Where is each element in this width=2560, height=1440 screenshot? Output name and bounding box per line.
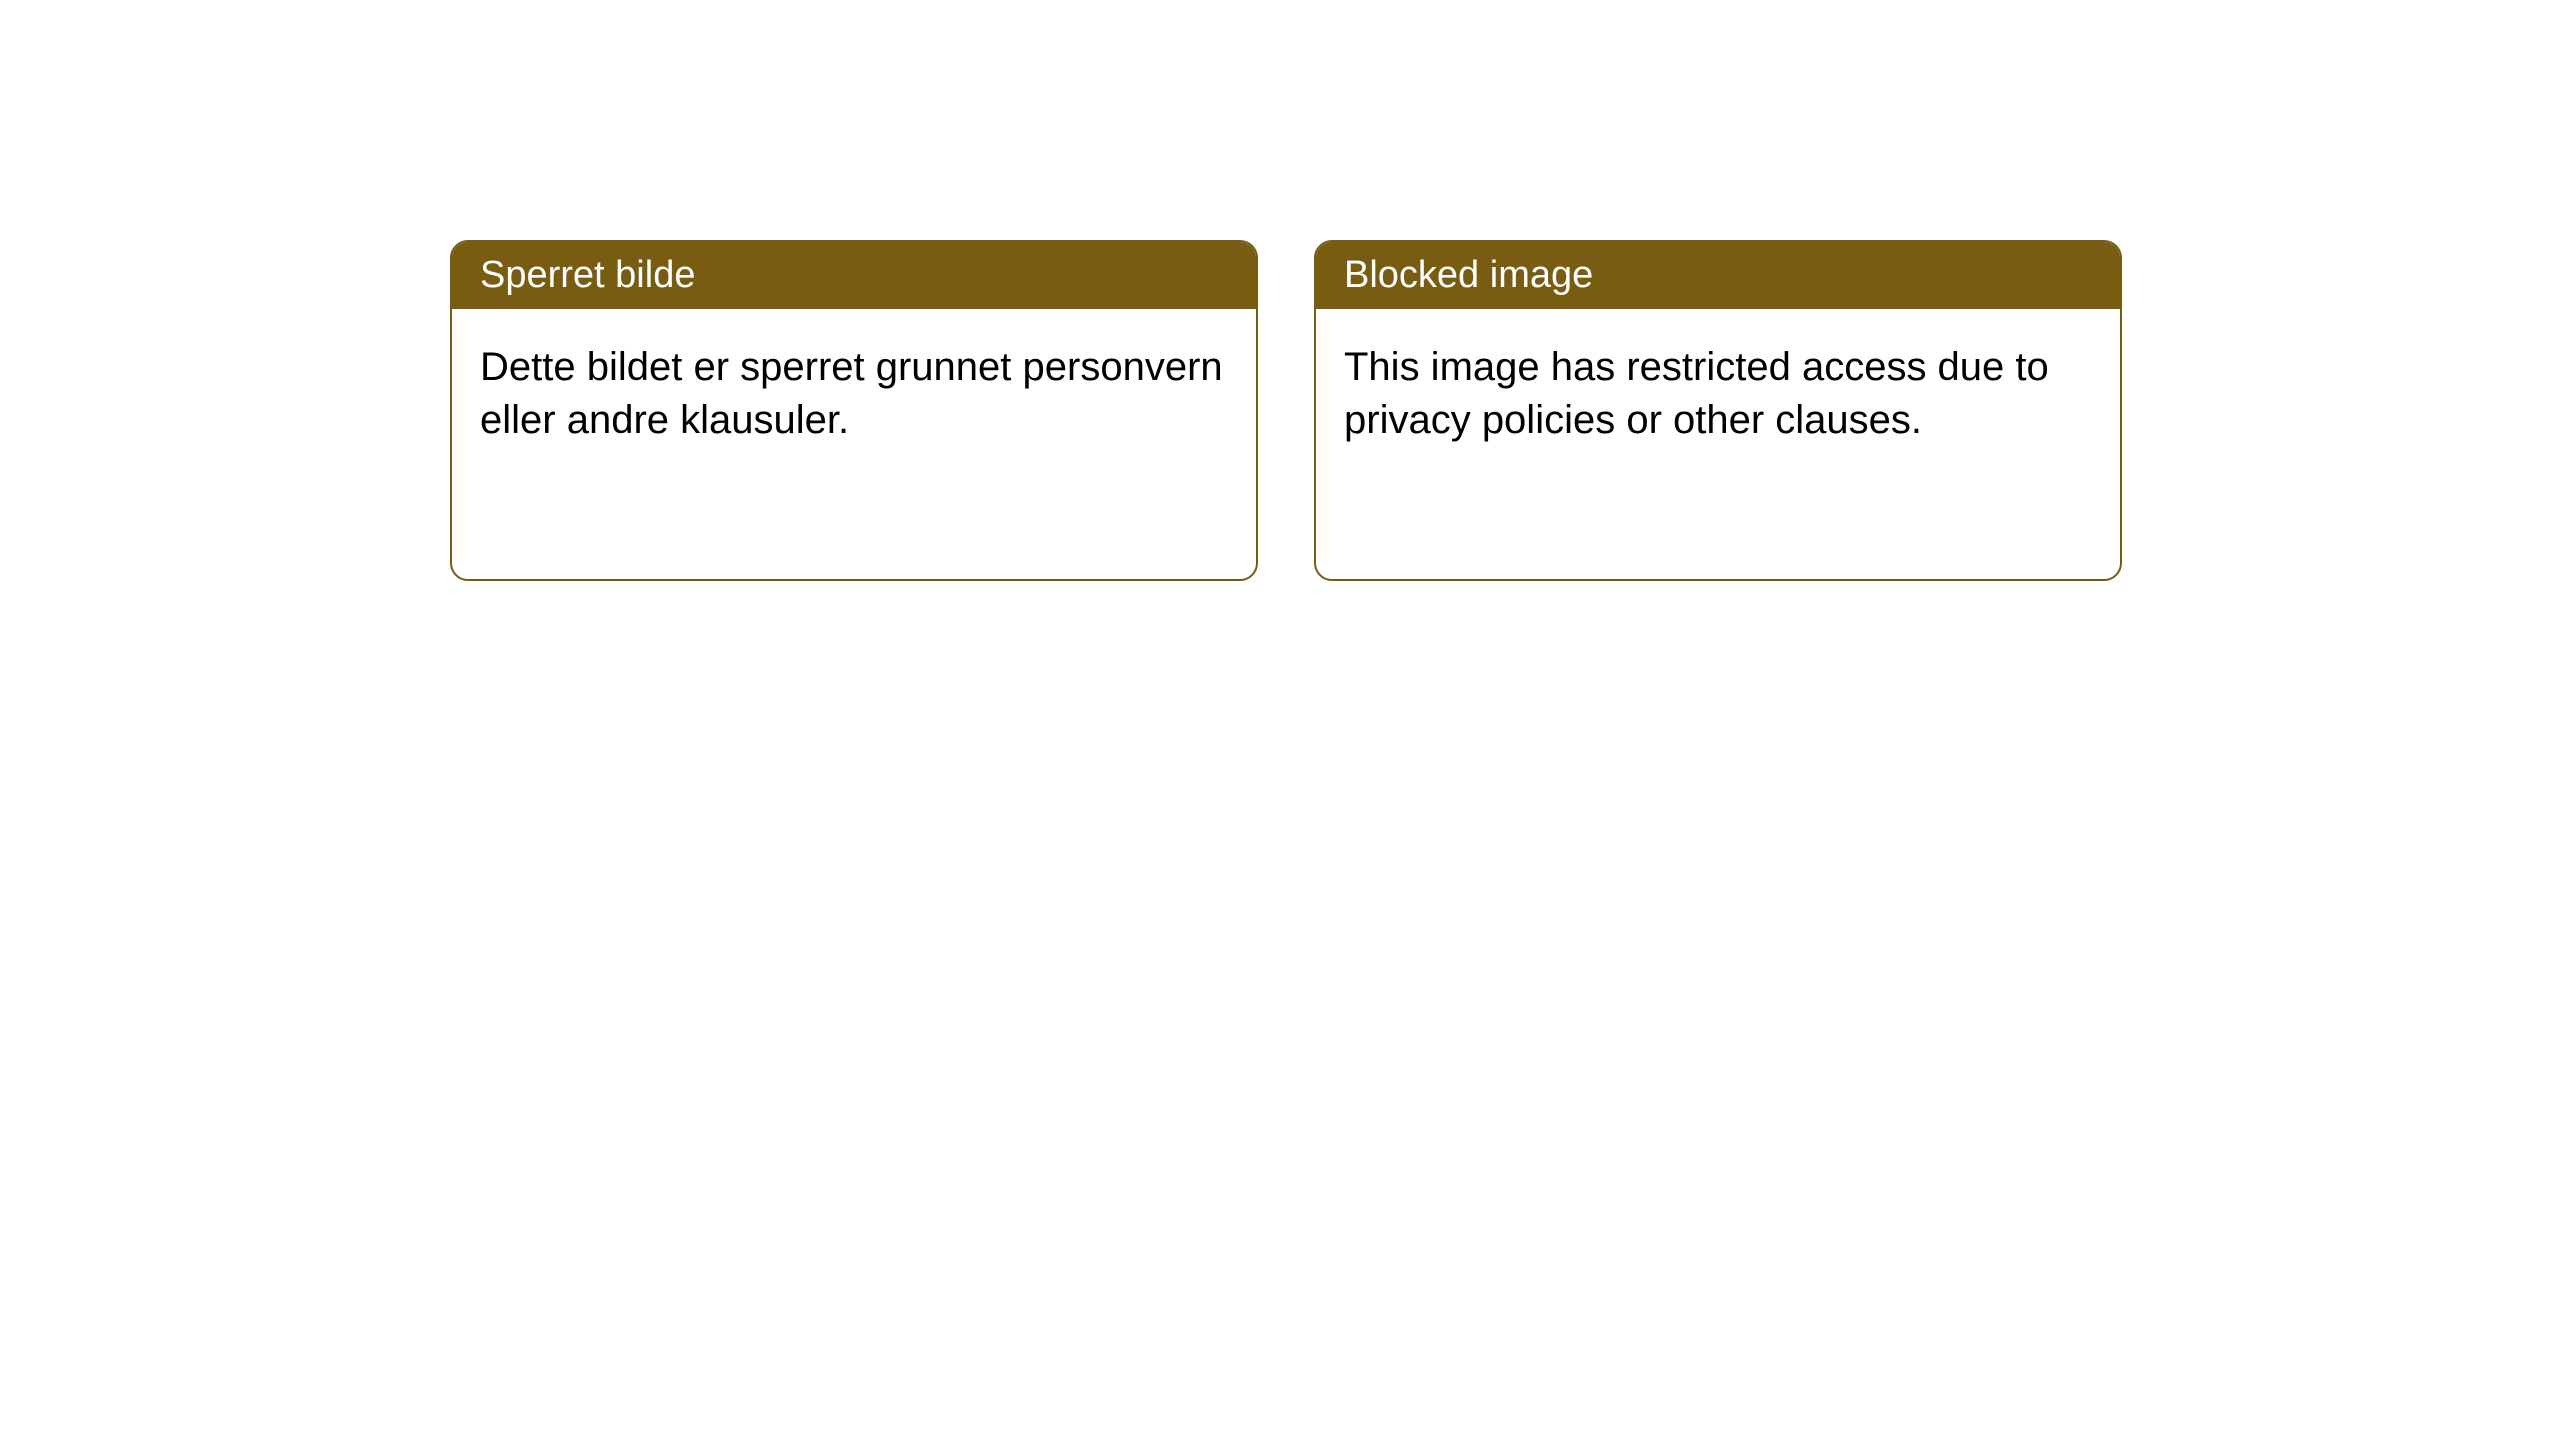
notice-header: Blocked image [1316, 242, 2120, 309]
notice-body: Dette bildet er sperret grunnet personve… [452, 309, 1256, 579]
notice-card-english: Blocked image This image has restricted … [1314, 240, 2122, 581]
notice-text: This image has restricted access due to … [1344, 345, 2049, 442]
notice-title: Sperret bilde [480, 254, 695, 296]
notice-title: Blocked image [1344, 254, 1593, 296]
notice-card-norwegian: Sperret bilde Dette bildet er sperret gr… [450, 240, 1258, 581]
notice-container: Sperret bilde Dette bildet er sperret gr… [0, 0, 2560, 581]
notice-body: This image has restricted access due to … [1316, 309, 2120, 579]
notice-text: Dette bildet er sperret grunnet personve… [480, 345, 1223, 442]
notice-header: Sperret bilde [452, 242, 1256, 309]
